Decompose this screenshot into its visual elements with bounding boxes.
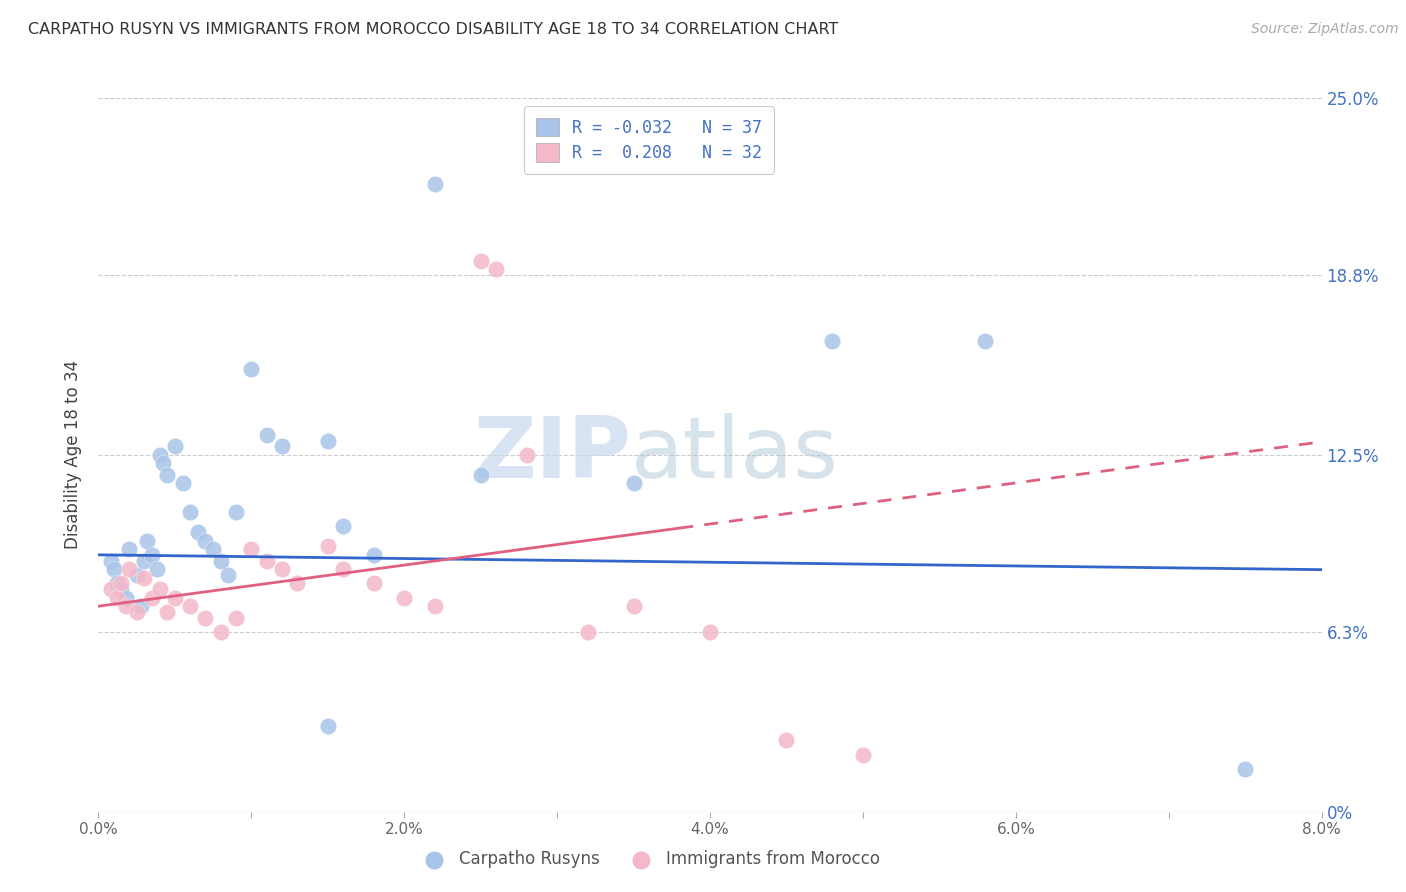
Point	[103, 562, 125, 576]
Point	[209, 553, 232, 567]
Point	[576, 624, 599, 639]
Point	[141, 548, 163, 562]
Point	[470, 253, 492, 268]
Point	[134, 571, 156, 585]
Point	[194, 533, 217, 548]
Point	[240, 362, 263, 376]
Point	[194, 610, 217, 624]
Point	[187, 524, 209, 539]
Point	[172, 476, 194, 491]
Point	[110, 576, 132, 591]
Point	[110, 582, 132, 596]
Point	[285, 576, 308, 591]
Point	[270, 562, 294, 576]
Point	[1234, 762, 1257, 776]
Point	[470, 467, 492, 482]
Point	[125, 605, 148, 619]
Point	[149, 448, 172, 462]
Point	[316, 719, 339, 733]
Point	[217, 567, 239, 582]
Point	[332, 519, 354, 533]
Point	[423, 177, 446, 191]
Point	[316, 434, 339, 448]
Point	[141, 591, 163, 605]
Point	[115, 591, 138, 605]
Point	[852, 747, 875, 762]
Point	[225, 505, 247, 519]
Legend: Carpatho Rusyns, Immigrants from Morocco: Carpatho Rusyns, Immigrants from Morocco	[411, 844, 887, 875]
Point	[125, 567, 148, 582]
Point	[974, 334, 997, 348]
Point	[699, 624, 721, 639]
Point	[202, 542, 225, 557]
Point	[105, 591, 128, 605]
Point	[821, 334, 844, 348]
Point	[316, 539, 339, 553]
Point	[115, 599, 138, 614]
Point	[163, 591, 186, 605]
Point	[363, 548, 385, 562]
Point	[623, 599, 645, 614]
Point	[156, 605, 179, 619]
Point	[270, 439, 294, 453]
Point	[145, 562, 167, 576]
Point	[156, 467, 179, 482]
Point	[623, 476, 645, 491]
Point	[163, 439, 186, 453]
Point	[332, 562, 354, 576]
Point	[118, 562, 141, 576]
Point	[240, 542, 263, 557]
Point	[179, 505, 201, 519]
Point	[256, 428, 278, 442]
Point	[152, 457, 174, 471]
Point	[100, 582, 122, 596]
Y-axis label: Disability Age 18 to 34: Disability Age 18 to 34	[65, 360, 83, 549]
Point	[149, 582, 172, 596]
Text: Source: ZipAtlas.com: Source: ZipAtlas.com	[1251, 22, 1399, 37]
Point	[179, 599, 201, 614]
Point	[105, 576, 128, 591]
Text: CARPATHO RUSYN VS IMMIGRANTS FROM MOROCCO DISABILITY AGE 18 TO 34 CORRELATION CH: CARPATHO RUSYN VS IMMIGRANTS FROM MOROCC…	[28, 22, 838, 37]
Point	[225, 610, 247, 624]
Point	[134, 553, 156, 567]
Point	[423, 599, 446, 614]
Point	[775, 733, 797, 747]
Point	[100, 553, 122, 567]
Point	[129, 599, 152, 614]
Point	[256, 553, 278, 567]
Text: ZIP: ZIP	[472, 413, 630, 497]
Point	[363, 576, 385, 591]
Point	[485, 262, 508, 277]
Point	[209, 624, 232, 639]
Point	[392, 591, 416, 605]
Point	[515, 448, 537, 462]
Point	[118, 542, 141, 557]
Text: atlas: atlas	[630, 413, 838, 497]
Point	[136, 533, 159, 548]
